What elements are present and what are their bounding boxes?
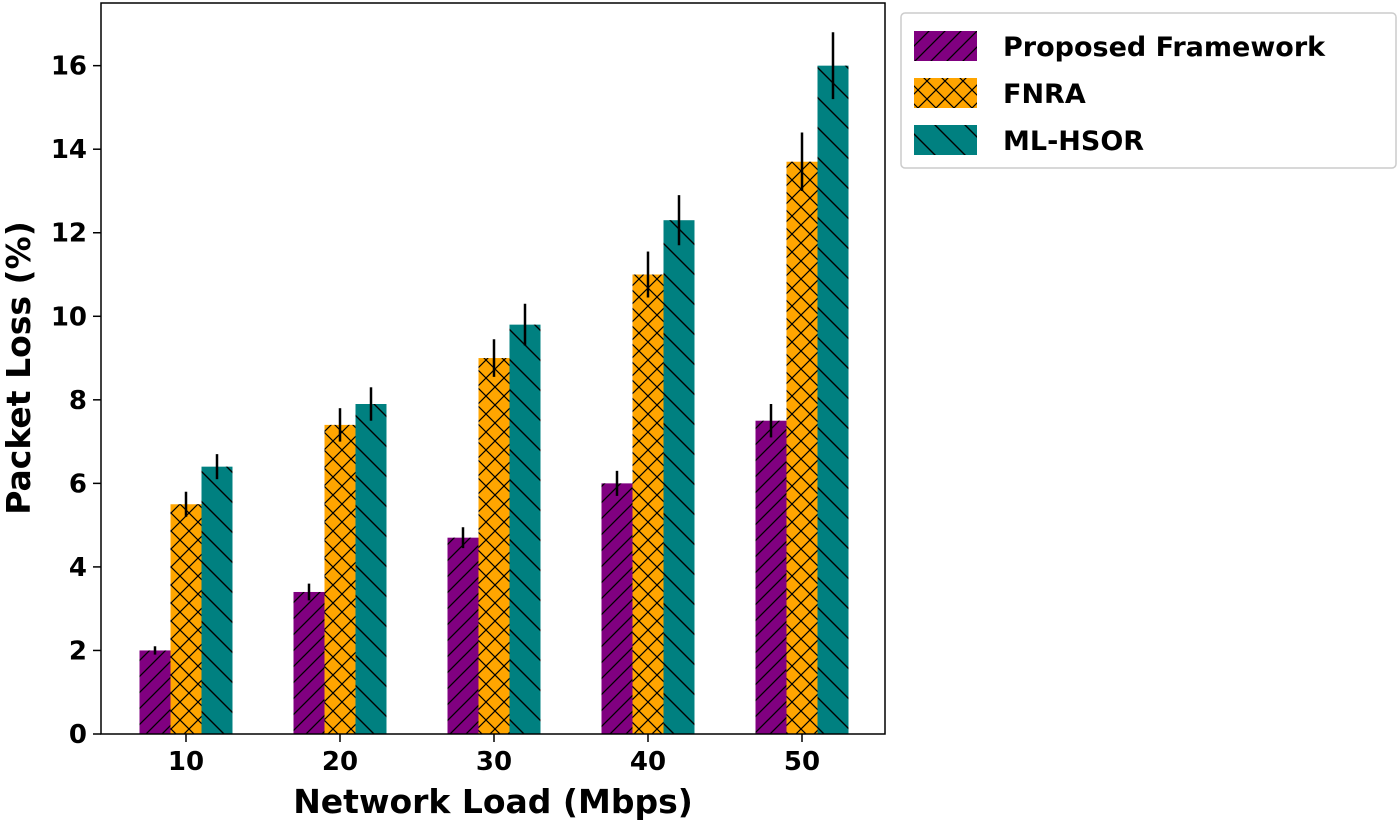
bar-hatch	[663, 220, 695, 734]
y-tick-label: 2	[69, 636, 87, 666]
error-bars-layer	[153, 32, 835, 655]
y-tick-label: 12	[51, 219, 87, 249]
bar-hatch	[447, 537, 479, 734]
x-axis-label: Network Load (Mbps)	[293, 782, 693, 821]
bar-hatch	[324, 424, 356, 734]
bar-hatch	[509, 324, 541, 734]
legend-swatch-hatch	[914, 125, 977, 155]
y-tick-label: 8	[69, 386, 87, 416]
y-axis-label: Packet Loss (%)	[0, 221, 38, 515]
legend-swatch-hatch	[914, 31, 977, 61]
legend-swatch-hatch	[914, 78, 977, 108]
bar-hatch	[201, 466, 233, 734]
bar-hatch	[601, 483, 633, 734]
y-tick-label: 0	[69, 720, 87, 750]
legend: Proposed Framework FNRA ML-HSOR	[900, 12, 1397, 169]
plot-frame	[100, 2, 886, 735]
bar-hatch	[139, 650, 171, 734]
bar-hatch	[632, 274, 664, 734]
x-tick-label: 50	[784, 747, 820, 777]
x-tick-label: 20	[322, 747, 358, 777]
legend-entries: Proposed Framework FNRA ML-HSOR	[914, 31, 1326, 157]
y-axis: 0 2 4 6 8 10 12 14 16	[51, 52, 101, 750]
bars-layer	[139, 65, 849, 734]
bar-hatch	[755, 420, 787, 734]
x-tick-label: 30	[476, 747, 512, 777]
bar-hatch	[817, 65, 849, 734]
x-axis: 10 20 30 40 50	[168, 734, 820, 777]
x-tick-label: 40	[630, 747, 666, 777]
y-tick-label: 10	[51, 302, 87, 332]
bar-hatch	[170, 504, 202, 734]
bar-hatch	[786, 161, 818, 734]
y-tick-label: 6	[69, 469, 87, 499]
legend-frame	[900, 12, 1397, 169]
x-tick-label: 10	[168, 747, 204, 777]
legend-label: FNRA	[1003, 79, 1086, 110]
legend-label: Proposed Framework	[1003, 32, 1326, 63]
y-tick-label: 16	[51, 52, 87, 82]
bar-hatch	[355, 404, 387, 734]
y-tick-label: 14	[51, 135, 87, 165]
bar-hatch	[293, 591, 325, 734]
bar-hatch	[478, 358, 510, 734]
y-tick-label: 4	[69, 553, 87, 583]
legend-label: ML-HSOR	[1003, 126, 1144, 157]
